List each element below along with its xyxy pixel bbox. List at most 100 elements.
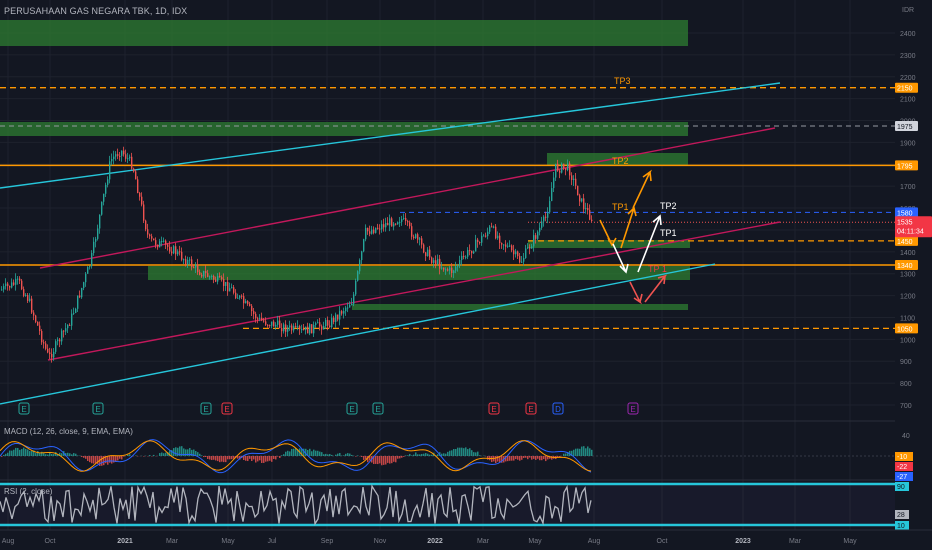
candle [567,163,569,170]
candle [39,325,41,332]
price-tick: 1000 [900,337,916,344]
candle [175,246,177,255]
candle [565,168,567,170]
macd-bar [361,456,363,457]
rsi-badge [895,482,909,491]
macd-bar [509,456,511,461]
macd-bar [179,446,181,456]
time-tick: May [843,538,857,545]
candle [281,328,283,332]
time-tick: Sep [321,538,334,545]
candle [9,285,11,288]
candle [93,241,95,253]
event-marker-frame [627,402,639,415]
candle [75,308,77,313]
macd-bar [51,453,53,456]
candle [433,260,435,263]
macd-bar [185,449,187,456]
macd-bar [581,446,583,456]
macd-bar [287,450,289,456]
candle [249,303,251,306]
trendline-upper-cyan [0,82,781,189]
candle [245,301,247,304]
event-marker-label: D [555,405,561,414]
macd-bar [351,454,353,456]
macd-bar [205,456,207,458]
macd-bar [245,456,247,461]
macd-bar [533,456,535,459]
candle [131,156,133,169]
macd-bar [377,456,379,465]
candle [469,250,471,252]
macd-badge [895,452,913,461]
macd-bar [69,453,71,456]
candle [581,198,583,202]
macd-badge-label: -10 [897,454,907,461]
candle [501,243,503,245]
candle [209,276,211,278]
candle [207,273,209,277]
candle [537,231,539,239]
macd-bar [301,448,303,456]
candle [91,252,93,267]
candle [363,239,365,252]
macd-bar [327,454,329,456]
currency-label: IDR [902,7,914,14]
event-marker-frame [372,402,384,415]
channel-lower [47,221,781,361]
price-badge-label: 1050 [897,326,913,333]
macd-bar [303,448,305,456]
macd-bar [403,456,405,457]
candle [21,280,23,290]
macd-bar [47,454,49,456]
price-badge [895,259,918,270]
candle [35,315,37,322]
macd-bar [365,456,367,460]
macd-bar [107,456,109,465]
macd-bar [29,451,31,456]
candle [69,324,71,326]
macd-bar [11,450,13,456]
candle [439,258,441,269]
macd-bar [209,456,211,460]
macd-bar [467,449,469,456]
candle [577,185,579,196]
candle [237,297,239,299]
candle [161,240,163,242]
candle [53,351,55,358]
candle [11,282,13,288]
macd-bar [521,456,523,460]
candle [525,248,527,259]
candle [127,158,129,160]
macd-bar [449,450,451,456]
candle [395,223,397,225]
candle [167,244,169,247]
macd-bar [187,449,189,456]
macd-bar [585,448,587,456]
macd-bar [441,453,443,456]
macd-bar [491,456,493,463]
candle [189,259,191,261]
time-tick: Mar [789,538,802,545]
bar-countdown: 04:11:34 [897,228,924,235]
macd-bar [21,449,23,456]
macd-bar [159,453,161,456]
macd-bar [477,451,479,456]
candle [85,273,87,283]
candle [253,311,255,314]
candle [179,251,181,253]
candle [361,251,363,261]
candle [271,321,273,326]
candle [243,296,245,304]
macd-bar [247,456,249,462]
candle [145,220,147,230]
macd-bar [525,456,527,458]
macd-bar [587,446,589,456]
macd-bar [73,453,75,456]
macd-bar [93,456,95,464]
candle [45,343,47,349]
macd-bar [325,453,327,456]
price-badge-label: 2150 [897,86,913,93]
macd-bar [539,456,541,461]
